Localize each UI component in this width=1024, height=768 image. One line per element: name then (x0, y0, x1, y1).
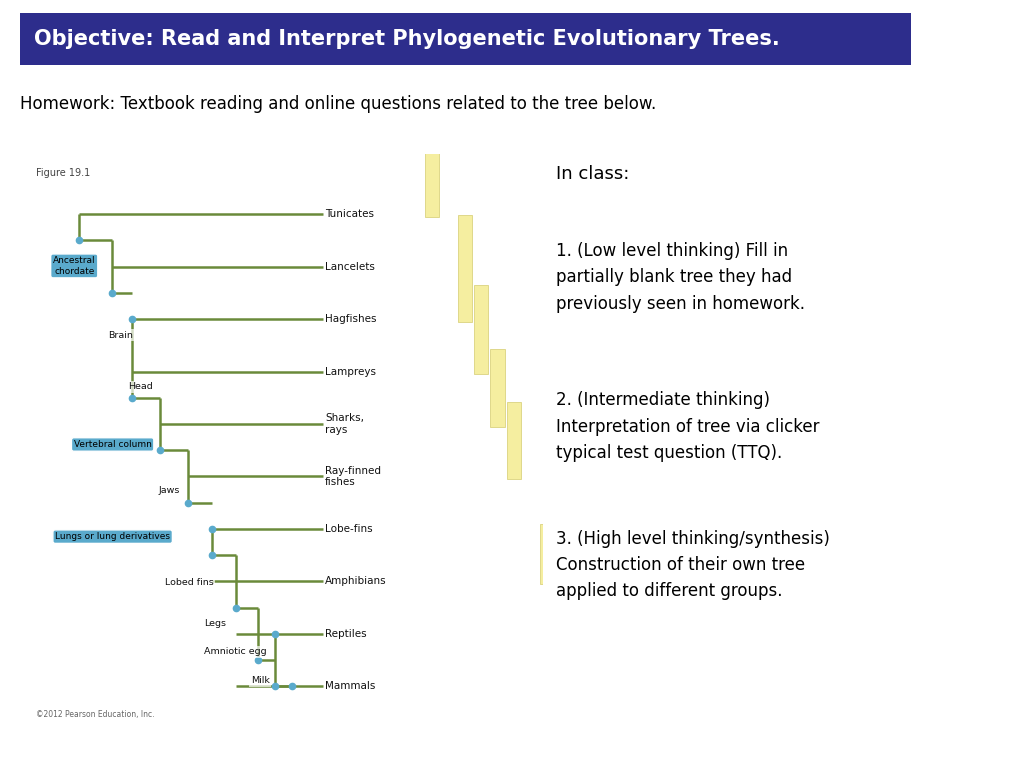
Text: ©2012 Pearson Education, Inc.: ©2012 Pearson Education, Inc. (36, 710, 155, 719)
Text: Amphibians: Amphibians (326, 577, 387, 587)
Bar (458, 215, 472, 322)
Text: Brain: Brain (108, 330, 133, 339)
Text: Mammals: Mammals (326, 681, 376, 691)
Text: Lancelets: Lancelets (326, 262, 375, 272)
Text: Lobed fins: Lobed fins (165, 578, 214, 588)
Bar (507, 402, 521, 479)
Text: Tunicates: Tunicates (326, 209, 374, 219)
Text: 3. (High level thinking/synthesis)
Construction of their own tree
applied to dif: 3. (High level thinking/synthesis) Const… (556, 530, 829, 601)
Bar (474, 284, 488, 374)
Text: Amniotic egg: Amniotic egg (204, 647, 267, 657)
Text: Vertebral column: Vertebral column (74, 440, 152, 449)
FancyBboxPatch shape (20, 13, 911, 65)
Text: Reptiles: Reptiles (326, 629, 367, 639)
Text: Figure 19.1: Figure 19.1 (36, 168, 90, 178)
Text: Milk: Milk (251, 676, 269, 685)
Text: 1. (Low level thinking) Fill in
partially blank tree they had
previously seen in: 1. (Low level thinking) Fill in partiall… (556, 242, 805, 313)
Bar (572, 538, 587, 690)
Text: Ray-finned
fishes: Ray-finned fishes (326, 465, 381, 487)
Text: In class:: In class: (556, 164, 630, 183)
Text: Sharks,
rays: Sharks, rays (326, 413, 365, 435)
Bar (556, 588, 570, 637)
Bar (540, 524, 554, 584)
Text: Legs: Legs (204, 618, 226, 627)
Text: Homework: Textbook reading and online questions related to the tree below.: Homework: Textbook reading and online qu… (20, 94, 656, 113)
Text: 2. (Intermediate thinking)
Interpretation of tree via clicker
typical test quest: 2. (Intermediate thinking) Interpretatio… (556, 392, 819, 462)
Text: Hagfishes: Hagfishes (326, 314, 377, 324)
Text: Objective: Read and Interpret Phylogenetic Evolutionary Trees.: Objective: Read and Interpret Phylogenet… (34, 29, 779, 49)
Text: Ancestral
chordate: Ancestral chordate (53, 257, 95, 276)
Text: Lampreys: Lampreys (326, 366, 376, 376)
Text: Lungs or lung derivatives: Lungs or lung derivatives (55, 532, 170, 541)
Bar (425, 44, 439, 217)
Text: Jaws: Jaws (159, 486, 179, 495)
Text: Lobe-fins: Lobe-fins (326, 524, 373, 534)
Bar (490, 349, 505, 427)
Text: Head: Head (128, 382, 154, 392)
